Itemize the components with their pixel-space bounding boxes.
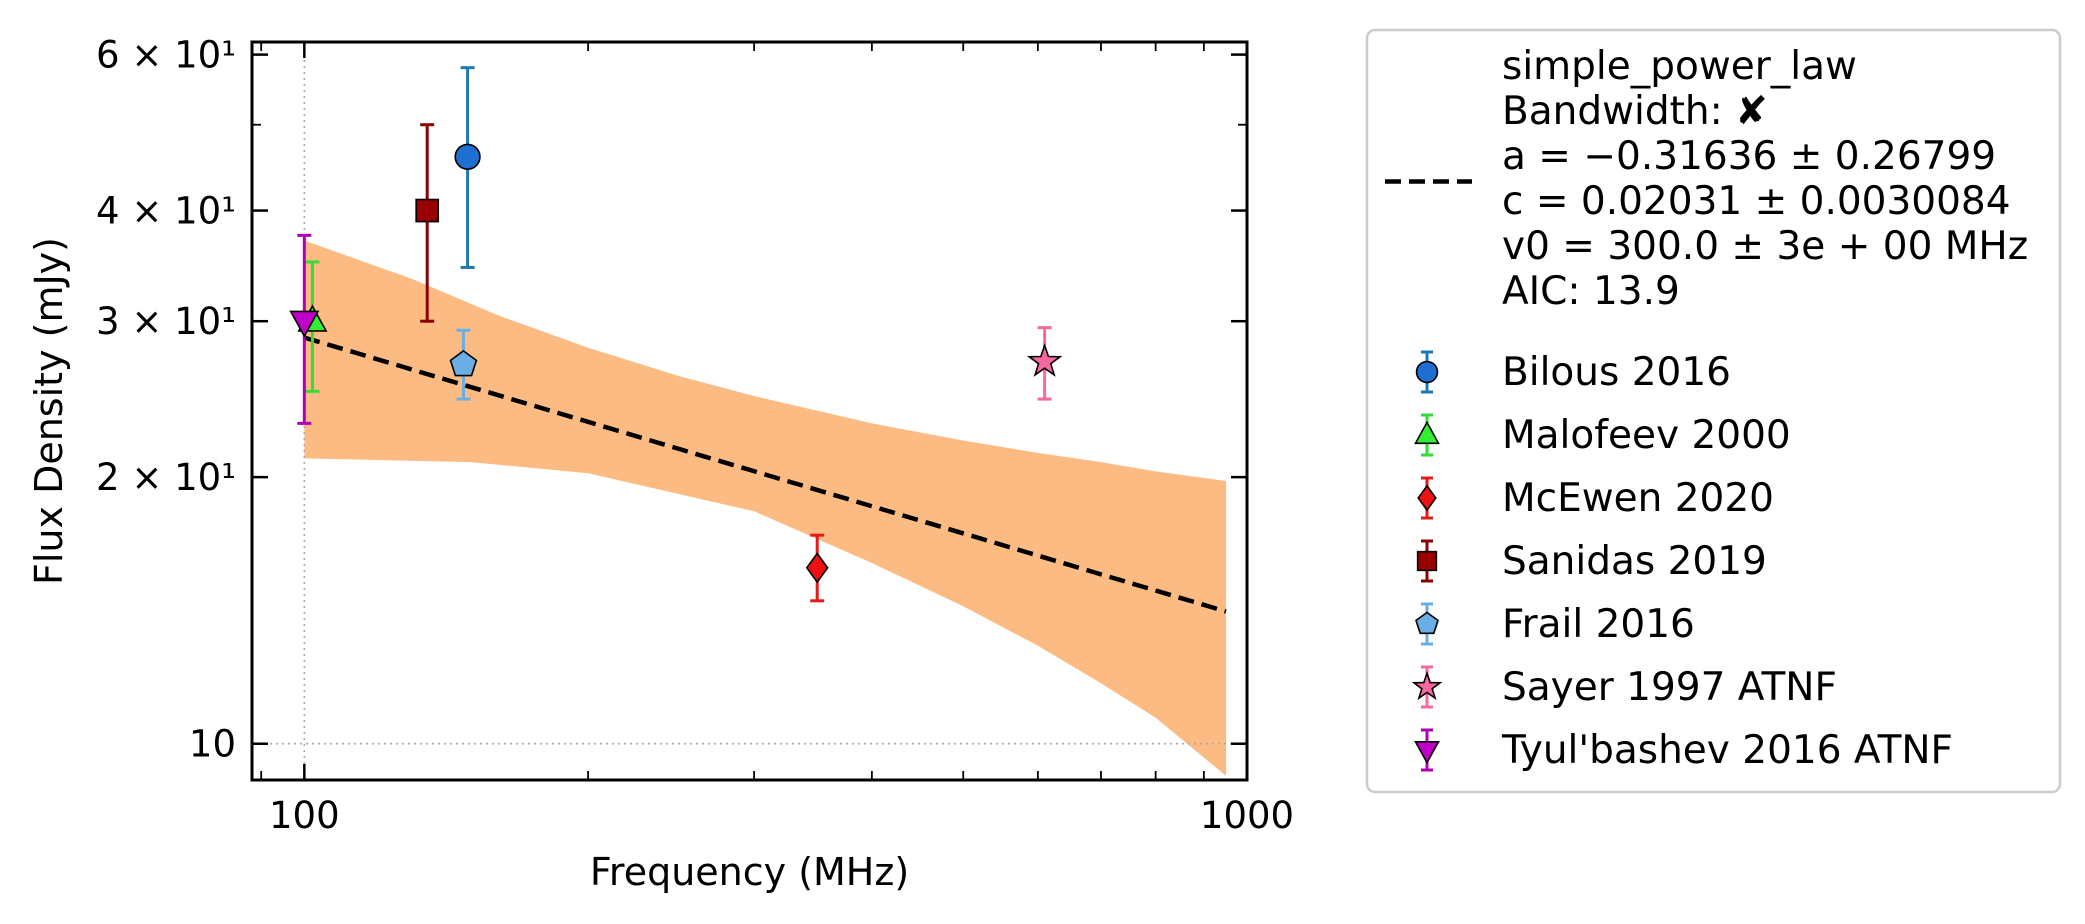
legend-series-entries: Bilous 2016 Malofeev 2000 McEwen 2020 Sanid… [1411,350,1953,773]
legend-fit-line: AIC: 13.9 [1502,269,1680,314]
y-tick-label: 2 × 10¹ [96,456,236,499]
legend-marker [1414,420,1440,445]
legend-label: McEwen 2020 [1502,476,1774,521]
legend-marker [1415,611,1439,635]
legend-item: Frail 2016 [1415,602,1695,647]
legend-marker [1416,550,1438,572]
legend-label: Tyul'bashev 2016 ATNF [1501,728,1953,773]
data-point [449,349,478,377]
data-point [415,198,440,223]
legend-fit-line: Bandwidth: ✘ [1502,89,1768,134]
legend-fit-line: c = 0.02031 ± 0.0030084 [1502,179,2011,224]
legend-fit-line: a = −0.31636 ± 0.26799 [1502,134,1996,179]
fit-line [303,335,1227,614]
fit-line-layer [303,335,1227,614]
ticks-layer: 100 1000 10 2 × 10¹ 3 × 10¹ 4 × 10¹ 6 × 10¹ [96,34,1294,837]
legend-item: Tyul'bashev 2016 ATNF [1414,728,1953,773]
y-tick-label: 4 × 10¹ [96,190,236,233]
legend-item: Sayer 1997 ATNF [1411,665,1837,710]
legend-label: Sanidas 2019 [1502,539,1767,584]
legend-label: Bilous 2016 [1502,350,1731,395]
legend-marker [1414,740,1440,765]
data-point [805,552,829,584]
x-tick-label: 1000 [1200,794,1294,837]
x-axis-label: Frequency (MHz) [590,850,909,894]
legend-label: Malofeev 2000 [1502,413,1791,458]
legend-marker [1411,670,1443,701]
y-tick-label: 3 × 10¹ [96,300,236,343]
plot-frame [250,40,1249,782]
legend-fit-line: simple_power_law [1502,44,1857,89]
y-axis-label: Flux Density (mJy) [27,237,71,585]
data-point [454,143,481,170]
legend-fit-line: v0 = 300.0 ± 3e + 00 MHz [1502,224,2028,269]
y-tick-label: 10 [189,723,236,766]
legend-box [1365,28,2062,794]
uncertainty-band-layer [304,240,1226,776]
legend-item: Bilous 2016 [1415,350,1731,395]
data-point [1026,343,1063,377]
legend-item: Sanidas 2019 [1416,539,1767,584]
uncertainty-band [304,240,1226,776]
legend-marker [1415,360,1439,384]
data-point [289,310,320,338]
legend-label: Frail 2016 [1502,602,1695,647]
grid-layer [252,42,1247,780]
error-bar [420,123,435,323]
legend-item: McEwen 2020 [1417,476,1774,521]
y-tick-label: 6 × 10¹ [96,34,236,77]
legend-item: Malofeev 2000 [1414,413,1791,458]
x-tick-label: 100 [269,794,340,837]
legend-label: Sayer 1997 ATNF [1502,665,1837,710]
data-points-layer [289,66,1063,603]
legend-marker [1417,484,1437,512]
plot-area: 100 1000 10 2 × 10¹ 3 × 10¹ 4 × 10¹ 6 × 10¹ [96,34,1294,837]
